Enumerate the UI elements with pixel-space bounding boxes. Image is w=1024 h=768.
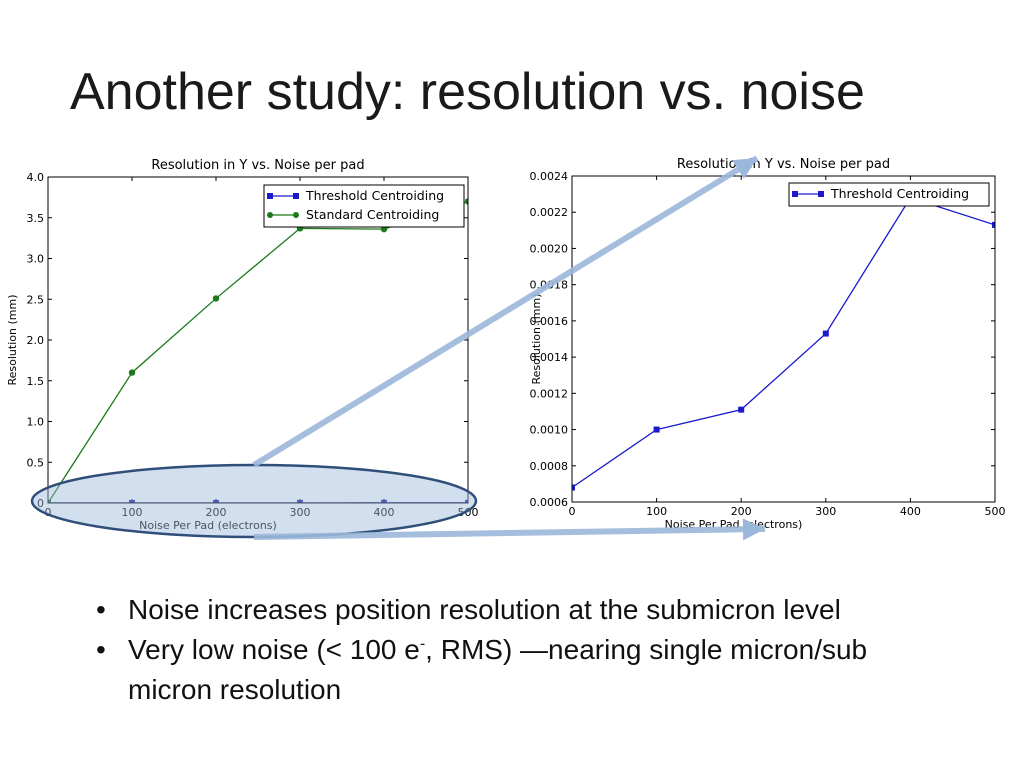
zoom-arrow-lower-head (742, 518, 765, 541)
y-tick-label: 0.0024 (530, 170, 569, 183)
bullet-dot: • (96, 594, 106, 625)
y-tick-label: 0.0012 (530, 387, 569, 400)
x-axis-label: Noise Per Pad (electrons) (139, 519, 277, 532)
x-tick-label: 500 (985, 505, 1006, 518)
chart-2: 0 100 200 300 400 500 0.0006 0.0008 0.0010 0.0012… (530, 157, 1006, 531)
highlight-ellipse (30, 463, 478, 539)
y-tick-label: 0.0006 (530, 496, 569, 509)
y-tick-label: 1.0 (27, 416, 45, 429)
chart-1: 0 100 200 300 400 500 0 0.5 1.0 1.5 2.0 2.5 3.0 3.5 4.… (6, 158, 479, 532)
bullet-text-post: , RMS) —nearing single micron/sub micron… (128, 634, 868, 705)
legend-label: Threshold Centroiding (305, 188, 444, 203)
series-line-1 (572, 196, 995, 489)
y-tick-label: 0 (37, 497, 44, 510)
x-tick-label: 100 (122, 506, 143, 519)
y-tick-label: 2.5 (27, 293, 45, 306)
zoom-annotation (30, 155, 766, 541)
data-point (128, 369, 136, 376)
y-tick-label: 3.5 (27, 212, 45, 225)
legend-marker (818, 191, 824, 197)
y-tick-label: 0.0008 (530, 460, 569, 473)
data-point (380, 225, 388, 233)
x-tick-label: 100 (646, 505, 667, 518)
legend-marker (293, 193, 299, 199)
data-point (48, 499, 52, 503)
plot-frame (571, 175, 996, 503)
legend-label: Standard Centroiding (306, 207, 439, 222)
data-point (822, 330, 829, 337)
data-point (212, 295, 220, 302)
chart-title: Resolution in Y vs. Noise per pad (677, 157, 890, 172)
y-tick-label: 4.0 (27, 171, 45, 184)
y-axis-label: Resolution (mm) (530, 294, 543, 385)
legend-marker (792, 191, 798, 197)
bullet-item: • Very low noise (< 100 e-, RMS) —nearin… (96, 630, 868, 710)
slide-title: Another study: resolution vs. noise (70, 63, 865, 121)
y-tick-label: 1.5 (27, 375, 45, 388)
y-tick-label: 0.0016 (530, 315, 569, 328)
x-tick-label: 0 (45, 506, 52, 519)
bullet-text: Noise increases position resolution at t… (128, 594, 841, 625)
y-tick-label: 0.5 (27, 456, 45, 469)
zoom-arrow-upper-head (732, 158, 757, 179)
y-tick-label: 3.0 (27, 253, 45, 266)
legend-marker (267, 193, 273, 199)
chart-title: Resolution in Y vs. Noise per pad (151, 158, 364, 173)
x-tick-label: 200 (731, 505, 752, 518)
data-point (992, 221, 995, 228)
y-tick-label: 0.0022 (530, 206, 569, 219)
y-tick-label: 0.0010 (530, 424, 569, 437)
legend-box (788, 182, 990, 207)
zoom-arrow-lower (253, 526, 766, 540)
y-tick-label: 0.0020 (530, 242, 569, 255)
x-tick-label: 0 (569, 505, 576, 518)
data-point (653, 426, 660, 433)
bullet-list: • Noise increases position resolution at… (96, 590, 868, 710)
bullet-superscript: - (419, 635, 426, 653)
bullet-text-pre: Very low noise (< 100 e (128, 634, 420, 665)
x-tick-label: 300 (290, 506, 311, 519)
data-point (738, 406, 745, 413)
legend-marker (267, 212, 273, 218)
x-tick-label: 500 (458, 506, 479, 519)
legend-label: Threshold Centroiding (830, 186, 969, 201)
x-tick-label: 400 (374, 506, 395, 519)
legend-box (263, 184, 465, 228)
x-tick-label: 200 (206, 506, 227, 519)
zoom-arrow-upper (252, 155, 759, 468)
data-point (465, 499, 468, 503)
bullet-item: • Noise increases position resolution at… (96, 590, 868, 630)
y-tick-label: 0.0014 (530, 351, 569, 364)
series-group (572, 194, 995, 491)
legend-marker (293, 212, 299, 218)
y-tick-label: 2.0 (27, 334, 45, 347)
bullet-dot: • (96, 634, 106, 665)
data-point (572, 484, 575, 491)
x-tick-label: 400 (900, 505, 921, 518)
y-axis-label: Resolution (mm) (6, 295, 19, 386)
series-line-2 (48, 200, 468, 503)
data-point (464, 198, 468, 205)
x-tick-label: 300 (815, 505, 836, 518)
